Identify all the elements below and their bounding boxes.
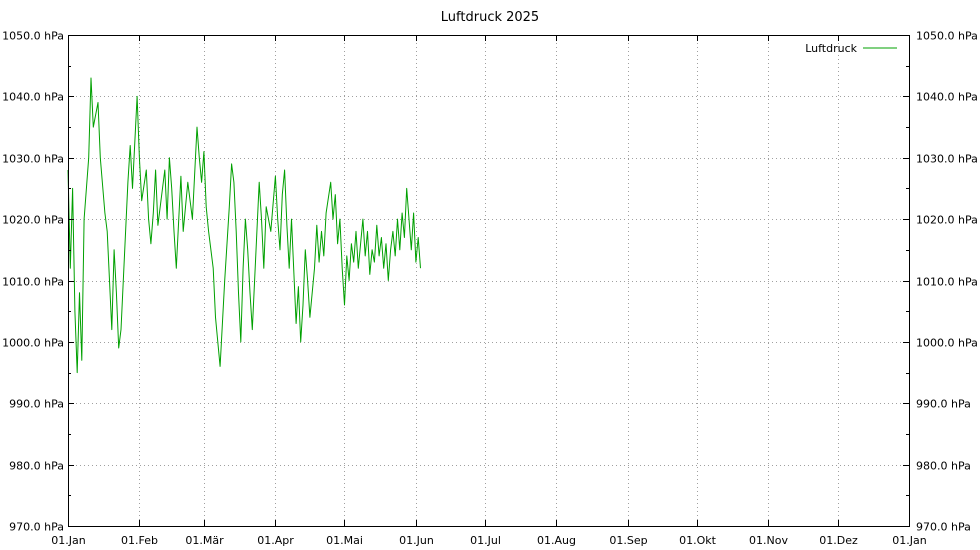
series-line-luftdruck: [67, 77, 421, 374]
y-tick-label-left: 980.0 hPa: [9, 460, 64, 473]
y-tick-label-right: 1020.0 hPa: [916, 214, 978, 227]
y-tick-label-right: 990.0 hPa: [916, 398, 971, 411]
x-tick-label: 01.Sep: [609, 534, 647, 547]
grid: [68, 35, 909, 526]
y-tick-label-right: 1040.0 hPa: [916, 91, 978, 104]
y-tick-label-left: 1000.0 hPa: [2, 337, 64, 350]
y-tick-label-right: 980.0 hPa: [916, 460, 971, 473]
axis-ticks: [68, 35, 910, 527]
series-layer: [67, 77, 421, 374]
x-tick-label: 01.Dez: [819, 534, 858, 547]
y-tick-label-left: 970.0 hPa: [9, 521, 64, 534]
y-tick-label-left: 1050.0 hPa: [2, 30, 64, 43]
y-tick-label-left: 1040.0 hPa: [2, 91, 64, 104]
x-tick-label: 01.Jul: [470, 534, 501, 547]
tick-labels: 1050.0 hPa 1050.0 hPa 1040.0 hPa 1040.0 hPa…: [2, 30, 978, 548]
x-tick-label: 01.Mär: [185, 534, 224, 547]
y-tick-label-right: 970.0 hPa: [916, 521, 971, 534]
y-tick-label-right: 1000.0 hPa: [916, 337, 978, 350]
x-tick-label: 01.Apr: [257, 534, 294, 547]
legend: Luftdruck: [805, 42, 897, 55]
y-tick-label-right: 1050.0 hPa: [916, 30, 978, 43]
y-tick-label-left: 1020.0 hPa: [2, 214, 64, 227]
y-tick-label-left: 1030.0 hPa: [2, 153, 64, 166]
x-tick-label: 01.Aug: [537, 534, 576, 547]
legend-label: Luftdruck: [805, 42, 857, 55]
x-tick-label: 01.Feb: [121, 534, 158, 547]
x-tick-label: 01.Jan: [51, 534, 85, 547]
y-tick-label-right: 1010.0 hPa: [916, 276, 978, 289]
chart-title: Luftdruck 2025: [441, 10, 539, 25]
x-tick-label: 01.Okt: [679, 534, 717, 547]
x-tick-label: 01.Jan: [892, 534, 926, 547]
y-tick-label-right: 1030.0 hPa: [916, 153, 978, 166]
x-tick-label: 01.Jun: [399, 534, 434, 547]
x-tick-label: 01.Nov: [749, 534, 788, 547]
y-tick-label-left: 990.0 hPa: [9, 398, 64, 411]
y-tick-label-left: 1010.0 hPa: [2, 276, 64, 289]
x-tick-label: 01.Mai: [326, 534, 363, 547]
